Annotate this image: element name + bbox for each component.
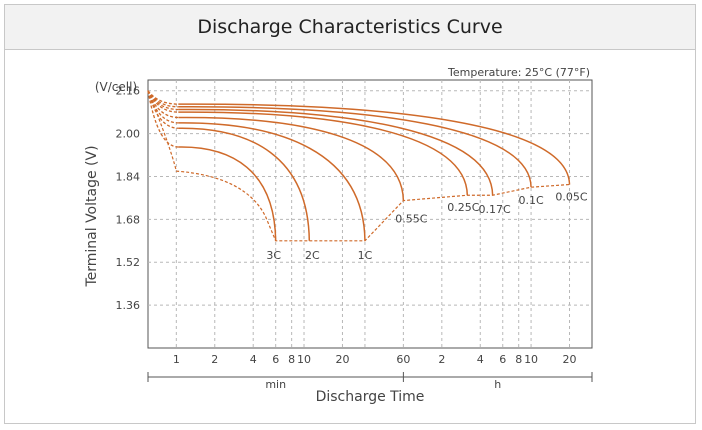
- x-tick-label: 2: [438, 353, 445, 366]
- x-tick-label: 4: [477, 353, 484, 366]
- y-tick-label: 1.84: [116, 170, 141, 183]
- series-2C-curve: [178, 127, 311, 241]
- chart-subtitle: Temperature: 25°C (77°F): [447, 66, 590, 79]
- series-0.1C-initial-drop: [147, 90, 179, 108]
- series-label-0.1C: 0.1C: [518, 194, 543, 207]
- series-1C-curve: [178, 122, 366, 241]
- x-tick-label: 2: [211, 353, 218, 366]
- x-tick-label: 8: [515, 353, 522, 366]
- cutoff-envelope: [147, 90, 570, 242]
- series-label-2C: 2C: [305, 249, 320, 262]
- y-tick-label: 1.52: [116, 256, 141, 269]
- series-3C-initial-drop: [147, 90, 179, 148]
- x-tick-label: 60: [396, 353, 410, 366]
- x-unit-h: h: [494, 378, 501, 391]
- y-tick-label: 2.16: [116, 85, 141, 98]
- x-unit-min: min: [265, 378, 286, 391]
- series-0.05C-curve: [178, 103, 571, 185]
- y-axis-label: Terminal Voltage (V): [84, 145, 100, 287]
- series-3C-curve: [178, 146, 277, 241]
- y-tick-label: 1.36: [116, 299, 141, 312]
- chart-title: Discharge Characteristics Curve: [5, 5, 695, 50]
- plot-area: [147, 79, 593, 349]
- x-axis-label: Discharge Time: [316, 389, 425, 405]
- series-0.25C-curve: [178, 111, 469, 196]
- x-tick-label: 10: [524, 353, 538, 366]
- series-0.25C-initial-drop: [147, 90, 179, 113]
- series-label-0.05C: 0.05C: [555, 191, 587, 204]
- x-tick-label: 20: [563, 353, 577, 366]
- y-tick-label: 1.68: [116, 213, 141, 226]
- series-0.05C-initial-drop: [147, 90, 179, 105]
- series-label-3C: 3C: [266, 249, 281, 262]
- series-0.55C-curve: [178, 116, 405, 201]
- x-tick-label: 6: [499, 353, 506, 366]
- series-label-0.25C: 0.25C: [447, 201, 479, 214]
- x-tick-label: 10: [297, 353, 311, 366]
- y-tick-label: 2.00: [116, 128, 141, 141]
- series-label-1C: 1C: [358, 249, 373, 262]
- x-tick-label: 4: [250, 353, 257, 366]
- x-tick-label: 6: [272, 353, 279, 366]
- x-tick-label: 8: [288, 353, 295, 366]
- chart-frame: Discharge Characteristics Curve: [4, 4, 696, 424]
- x-tick-label: 20: [335, 353, 349, 366]
- series-label-0.55C: 0.55C: [395, 213, 427, 226]
- y-unit-label: (V/cell): [95, 80, 137, 94]
- x-tick-label: 1: [173, 353, 180, 366]
- series-0.17C-curve: [178, 108, 494, 196]
- series-label-0.17C: 0.17C: [479, 203, 511, 216]
- series-0.1C-curve: [178, 106, 532, 188]
